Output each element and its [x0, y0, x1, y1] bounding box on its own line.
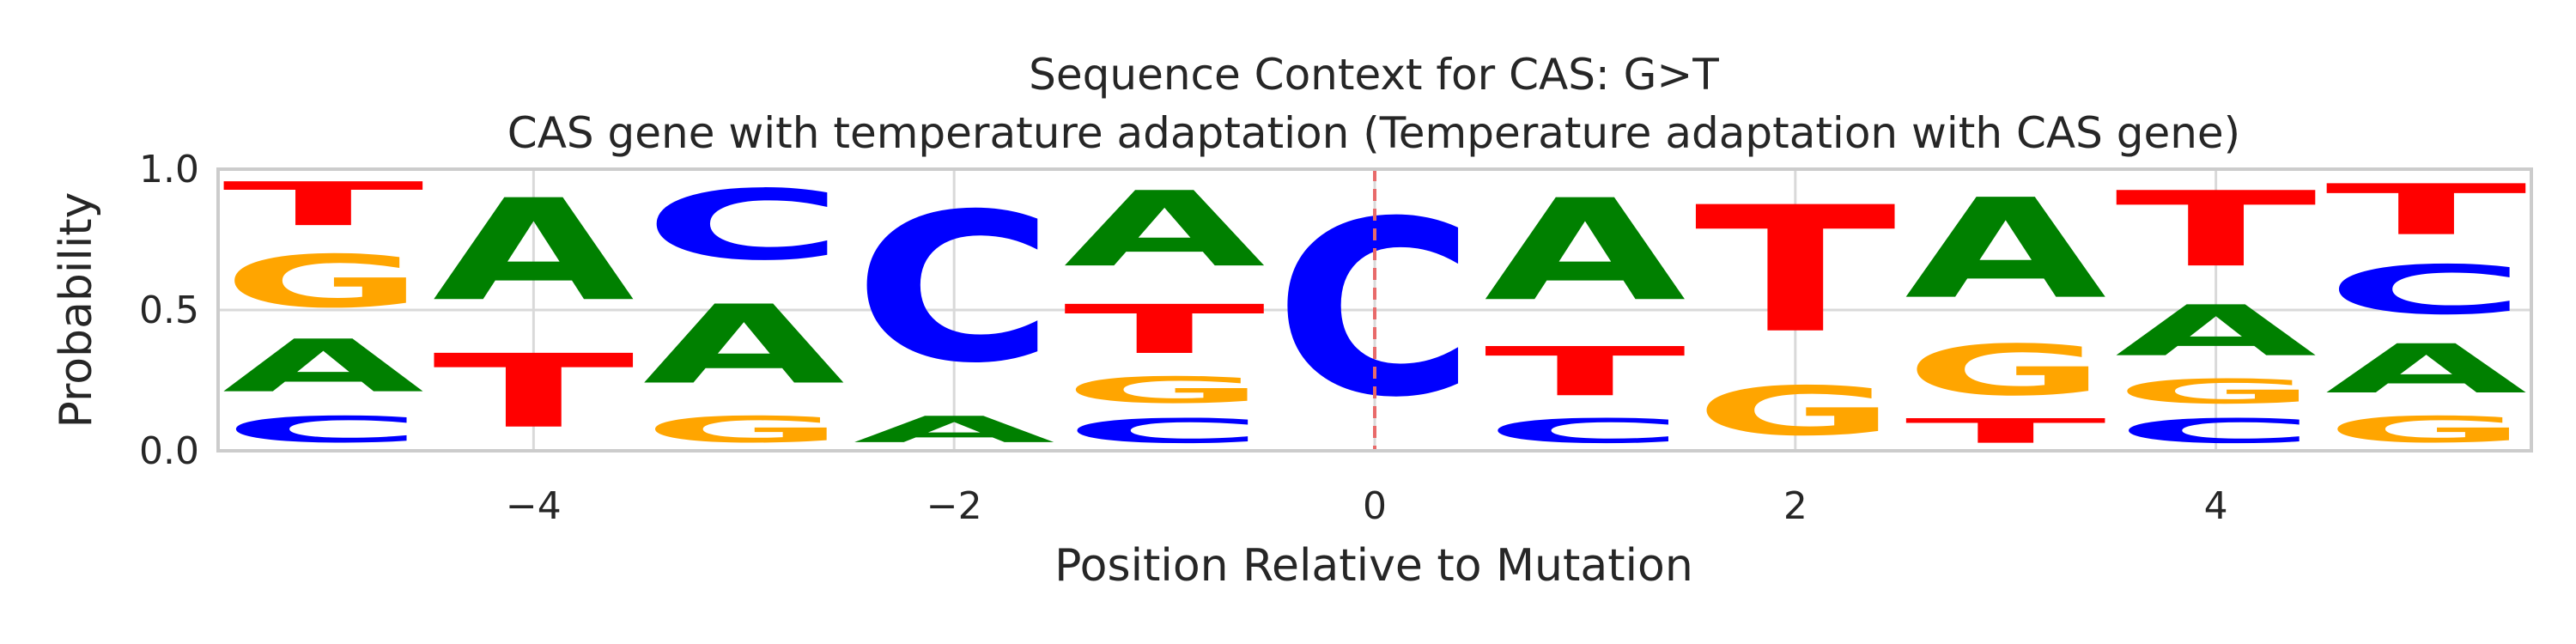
- x-tick-label: −2: [927, 484, 982, 528]
- x-tick-label: 0: [1363, 484, 1387, 528]
- logo-letter-T: T: [2115, 169, 2318, 290]
- logo-letter-C: C: [854, 169, 1055, 408]
- plot-frame: [216, 167, 2533, 453]
- logo-column: AC: [854, 169, 1055, 451]
- logo-letter-T: T: [1484, 332, 1686, 410]
- chart-subtitle: CAS gene with temperature adaptation (Te…: [507, 108, 2240, 158]
- logo-letter-C: C: [1484, 411, 1686, 451]
- logo-letter-T: T: [1694, 169, 1898, 371]
- logo-letter-A: A: [222, 324, 424, 408]
- logo-letter-A: A: [433, 170, 635, 332]
- logo-letter-G: G: [2325, 409, 2527, 451]
- logo-letter-G: G: [222, 240, 424, 324]
- logo-letter-G: G: [1905, 330, 2106, 411]
- logo-column: CTA: [1484, 170, 1686, 451]
- x-tick-label: 4: [2204, 484, 2228, 528]
- x-tick-label: 2: [1783, 484, 1807, 528]
- logo-letter-A: A: [1905, 170, 2106, 330]
- logo-column: GT: [1694, 169, 1898, 450]
- logo-letter-C: C: [2325, 252, 2527, 330]
- logo-letter-C: C: [2115, 411, 2317, 451]
- logo-letter-A: A: [2115, 291, 2317, 372]
- y-axis-label: Probability: [51, 192, 102, 428]
- logo-letter-A: A: [1064, 170, 1266, 290]
- x-axis-label: Position Relative to Mutation: [1054, 540, 1693, 592]
- logo-letter-G: G: [2115, 372, 2317, 411]
- logo-letter-A: A: [854, 409, 1055, 451]
- logo-letter-T: T: [1064, 290, 1266, 368]
- y-axis-ticks: 0.0 0.5 1.0: [139, 148, 199, 473]
- logo-letter-A: A: [1484, 170, 1686, 332]
- logo-letter-T: T: [2325, 170, 2527, 251]
- y-tick-label: 0.5: [139, 289, 199, 332]
- logo-letter-C: C: [1064, 411, 1266, 451]
- logo-column: TA: [433, 170, 636, 451]
- logo-letter-G: G: [1694, 372, 1896, 451]
- logo-letter-A: A: [2325, 330, 2527, 408]
- logo-letter-T: T: [433, 332, 636, 450]
- logo-letter-T: T: [1905, 411, 2106, 451]
- y-tick-label: 1.0: [139, 148, 199, 191]
- x-tick-label: −4: [506, 484, 562, 528]
- logo-letter-C: C: [643, 169, 845, 282]
- logo-letter-G: G: [643, 409, 845, 451]
- logo-letter-G: G: [1064, 369, 1266, 411]
- y-tick-label: 0.0: [139, 429, 199, 473]
- x-axis-ticks: −4 −2 0 2 4: [506, 484, 2228, 528]
- logo-letter-C: C: [222, 409, 424, 451]
- logo-column: GAC: [643, 169, 845, 451]
- logo-column: TGA: [1905, 170, 2106, 451]
- logo-letter-T: T: [222, 169, 424, 240]
- chart-title: Sequence Context for CAS: G>T: [1029, 50, 1719, 100]
- logo-letter-A: A: [643, 282, 845, 408]
